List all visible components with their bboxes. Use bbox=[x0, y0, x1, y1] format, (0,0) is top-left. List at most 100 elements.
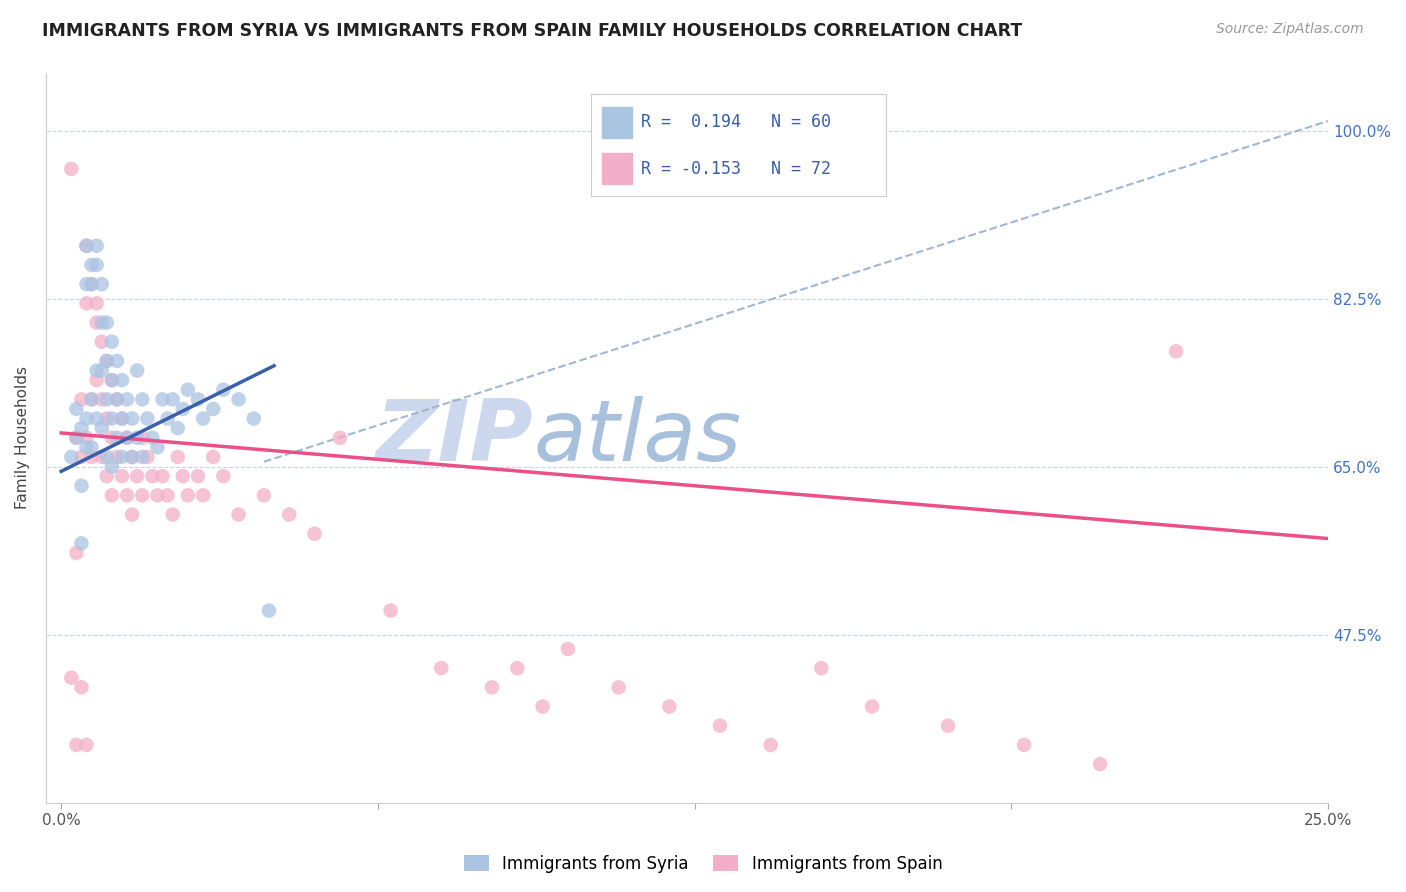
Point bbox=[76, 441, 98, 455]
Point bbox=[96, 392, 118, 407]
Bar bbox=[602, 153, 631, 184]
Point bbox=[131, 431, 153, 445]
Point bbox=[60, 671, 83, 685]
Point bbox=[278, 508, 301, 522]
Point bbox=[86, 373, 108, 387]
Point bbox=[329, 431, 352, 445]
Point bbox=[936, 719, 959, 733]
Point bbox=[212, 469, 235, 483]
Point bbox=[146, 488, 169, 502]
Point bbox=[101, 334, 124, 349]
Point bbox=[65, 431, 87, 445]
Point bbox=[152, 469, 174, 483]
Point bbox=[65, 546, 87, 560]
Point bbox=[76, 411, 98, 425]
Point bbox=[101, 373, 124, 387]
Point bbox=[96, 411, 118, 425]
Point bbox=[131, 488, 153, 502]
Point bbox=[80, 277, 103, 292]
Point bbox=[166, 421, 188, 435]
Point bbox=[202, 401, 225, 416]
Point bbox=[1012, 738, 1035, 752]
Point bbox=[65, 738, 87, 752]
Point bbox=[127, 431, 149, 445]
Point bbox=[76, 239, 98, 253]
Y-axis label: Family Households: Family Households bbox=[15, 367, 30, 509]
Point bbox=[65, 431, 87, 445]
Point bbox=[1088, 757, 1111, 772]
Point bbox=[212, 383, 235, 397]
Point bbox=[80, 392, 103, 407]
Text: IMMIGRANTS FROM SYRIA VS IMMIGRANTS FROM SPAIN FAMILY HOUSEHOLDS CORRELATION CHA: IMMIGRANTS FROM SYRIA VS IMMIGRANTS FROM… bbox=[42, 22, 1022, 40]
Point bbox=[101, 459, 124, 474]
Point bbox=[430, 661, 453, 675]
Point bbox=[70, 536, 93, 550]
Point bbox=[531, 699, 554, 714]
Point bbox=[658, 699, 681, 714]
Point bbox=[90, 450, 112, 464]
Point bbox=[60, 161, 83, 176]
Point bbox=[481, 681, 503, 695]
Point bbox=[76, 431, 98, 445]
Point bbox=[146, 441, 169, 455]
Point bbox=[557, 642, 579, 657]
Point bbox=[1164, 344, 1187, 359]
Point bbox=[187, 392, 209, 407]
Point bbox=[70, 421, 93, 435]
Point bbox=[152, 392, 174, 407]
Point bbox=[759, 738, 782, 752]
Point bbox=[70, 479, 93, 493]
Point bbox=[131, 450, 153, 464]
Point bbox=[115, 488, 138, 502]
Point bbox=[131, 392, 153, 407]
Point bbox=[257, 603, 280, 617]
Point bbox=[177, 488, 200, 502]
Point bbox=[86, 316, 108, 330]
Point bbox=[80, 258, 103, 272]
Point bbox=[191, 488, 214, 502]
Point bbox=[105, 354, 128, 368]
Point bbox=[65, 401, 87, 416]
Point bbox=[380, 603, 402, 617]
Point bbox=[86, 239, 108, 253]
Point bbox=[860, 699, 883, 714]
Point bbox=[187, 469, 209, 483]
Point bbox=[90, 277, 112, 292]
Legend: Immigrants from Syria, Immigrants from Spain: Immigrants from Syria, Immigrants from S… bbox=[457, 848, 949, 880]
Point bbox=[709, 719, 731, 733]
Point bbox=[111, 411, 134, 425]
Point bbox=[86, 363, 108, 377]
Point bbox=[156, 411, 179, 425]
Point bbox=[156, 488, 179, 502]
Point bbox=[228, 508, 250, 522]
Point bbox=[121, 411, 143, 425]
Point bbox=[76, 296, 98, 310]
Point bbox=[90, 316, 112, 330]
Point bbox=[90, 421, 112, 435]
Point bbox=[166, 450, 188, 464]
Point bbox=[304, 526, 326, 541]
Point bbox=[141, 469, 163, 483]
Point bbox=[115, 392, 138, 407]
Point bbox=[80, 392, 103, 407]
Point bbox=[136, 411, 159, 425]
Point bbox=[90, 392, 112, 407]
Point bbox=[101, 488, 124, 502]
Point bbox=[80, 441, 103, 455]
Text: ZIP: ZIP bbox=[375, 396, 533, 479]
Point bbox=[96, 354, 118, 368]
Text: atlas: atlas bbox=[533, 396, 741, 479]
Point bbox=[90, 363, 112, 377]
Point bbox=[136, 450, 159, 464]
Point bbox=[202, 450, 225, 464]
Point bbox=[86, 258, 108, 272]
Point bbox=[141, 431, 163, 445]
Point bbox=[127, 469, 149, 483]
Point bbox=[228, 392, 250, 407]
Point bbox=[70, 392, 93, 407]
Point bbox=[101, 411, 124, 425]
Point bbox=[60, 450, 83, 464]
Point bbox=[607, 681, 630, 695]
Point bbox=[76, 239, 98, 253]
Point bbox=[162, 508, 184, 522]
